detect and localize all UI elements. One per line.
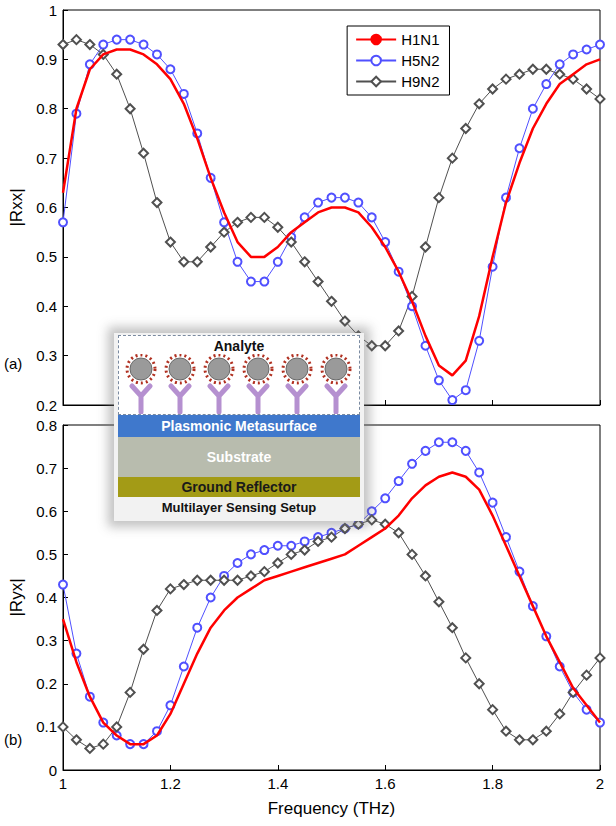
html-text:Multilayer Sensing Setup: Multilayer Sensing Setup <box>161 500 317 515</box>
svg-text:1.2: 1.2 <box>160 775 181 792</box>
svg-text:1: 1 <box>59 775 67 792</box>
svg-text:H1N1: H1N1 <box>401 31 439 48</box>
html-text:Ground Reflector: Ground Reflector <box>181 479 297 495</box>
svg-text:|Ryx|: |Ryx| <box>7 578 26 616</box>
svg-text:0.4: 0.4 <box>36 589 57 606</box>
svg-text:0.4: 0.4 <box>36 298 57 315</box>
svg-text:0.9: 0.9 <box>36 51 57 68</box>
svg-text:1.8: 1.8 <box>482 775 503 792</box>
svg-text:0.2: 0.2 <box>36 675 57 692</box>
svg-text:0.3: 0.3 <box>36 347 57 364</box>
svg-text:0.5: 0.5 <box>36 546 57 563</box>
html-text:Plasmonic Metasurface: Plasmonic Metasurface <box>161 418 317 434</box>
svg-text:0.5: 0.5 <box>36 248 57 265</box>
svg-text:Frequency (THz): Frequency (THz) <box>268 799 396 818</box>
svg-text:(a): (a) <box>4 355 22 372</box>
svg-text:0: 0 <box>49 762 57 779</box>
svg-text:0.6: 0.6 <box>36 199 57 216</box>
svg-text:1: 1 <box>49 2 57 19</box>
svg-text:0.1: 0.1 <box>36 718 57 735</box>
svg-text:0.2: 0.2 <box>36 397 57 414</box>
svg-text:1.6: 1.6 <box>375 775 396 792</box>
svg-text:2: 2 <box>596 775 604 792</box>
svg-text:0.6: 0.6 <box>36 503 57 520</box>
svg-text:0.8: 0.8 <box>36 100 57 117</box>
svg-text:(b): (b) <box>4 731 22 748</box>
svg-text:0.7: 0.7 <box>36 150 57 167</box>
svg-text:0.7: 0.7 <box>36 460 57 477</box>
svg-text:0.3: 0.3 <box>36 632 57 649</box>
svg-text:H9N2: H9N2 <box>401 73 439 90</box>
svg-text:H5N2: H5N2 <box>401 52 439 69</box>
html-text:Analyte: Analyte <box>213 338 265 354</box>
html-text:Substrate: Substrate <box>206 449 272 465</box>
svg-text:1.4: 1.4 <box>267 775 288 792</box>
svg-text:|Rxx|: |Rxx| <box>7 188 26 226</box>
svg-text:0.8: 0.8 <box>36 417 57 434</box>
